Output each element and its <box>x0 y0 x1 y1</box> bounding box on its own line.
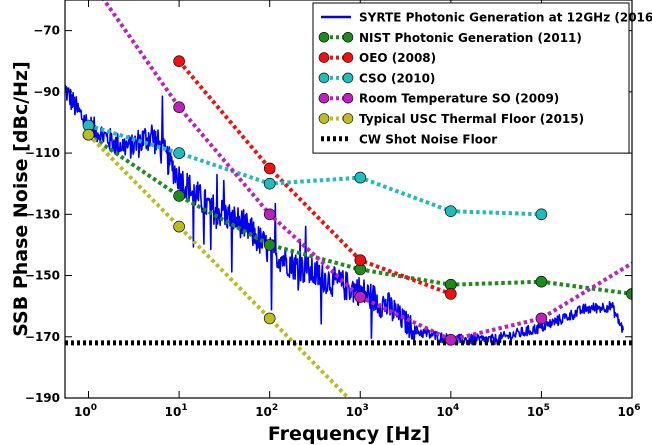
series-line-syrte-photonic-generation-at-12ghz-2016 <box>65 84 624 346</box>
legend-item-cso-2010: CSO (2010) <box>318 71 435 85</box>
legend-marker <box>342 31 354 43</box>
x-tick-exponent: 5 <box>544 403 550 413</box>
x-tick-base: 10 <box>165 405 182 419</box>
legend-item-typical-usc-thermal-floor-2015: Typical USC Thermal Floor (2015) <box>318 112 584 126</box>
data-point-nist-photonic-generation-2011 <box>626 288 632 300</box>
legend-label: Room Temperature SO (2009) <box>359 92 559 106</box>
legend-label: NIST Photonic Generation (2011) <box>359 31 582 45</box>
marker-layer <box>82 55 632 346</box>
data-point-nist-photonic-generation-2011 <box>535 275 548 288</box>
legend-marker <box>318 113 330 124</box>
data-point-cso-2010 <box>354 171 367 184</box>
legend-label: CSO (2010) <box>359 71 435 85</box>
legend: SYRTE Photonic Generation at 12GHz (2016… <box>312 2 652 154</box>
data-point-cso-2010 <box>535 208 548 221</box>
x-tick-label: 100 <box>74 403 97 419</box>
data-point-typical-usc-thermal-floor-2015 <box>82 128 95 141</box>
data-point-typical-usc-thermal-floor-2015 <box>263 312 276 325</box>
legend-marker <box>342 52 354 63</box>
y-tick-label: −90 <box>33 85 60 99</box>
legend-marker <box>318 52 330 63</box>
y-tick-label: −110 <box>25 146 60 160</box>
legend-item-nist-photonic-generation-2011: NIST Photonic Generation (2011) <box>318 31 582 45</box>
plot-frame <box>64 0 633 399</box>
x-tick-base: 10 <box>527 405 544 419</box>
legend-marker <box>342 92 354 104</box>
legend-marker <box>318 31 330 43</box>
x-tick-label: 103 <box>346 403 369 419</box>
data-point-oeo-2008 <box>263 162 276 175</box>
data-point-cso-2010 <box>173 147 185 159</box>
x-tick-label: 102 <box>255 403 278 419</box>
x-tick-base: 10 <box>346 405 363 419</box>
y-axis-title: SSB Phase Noise [dBc/Hz] <box>10 61 32 337</box>
x-tick-exponent: 1 <box>181 403 187 413</box>
y-tick-label: −150 <box>25 269 60 283</box>
x-tick-label: 104 <box>436 403 459 419</box>
legend-marker <box>318 72 330 84</box>
y-tick-label: −190 <box>25 391 60 405</box>
legend-item-syrte-photonic-generation-at-12ghz-2016: SYRTE Photonic Generation at 12GHz (2016… <box>321 11 652 25</box>
legend-label: OEO (2008) <box>359 51 436 65</box>
legend-marker <box>342 113 354 124</box>
data-point-nist-photonic-generation-2011 <box>263 239 276 251</box>
data-point-room-temperature-so-2009 <box>354 291 367 303</box>
x-tick-base: 10 <box>255 405 272 419</box>
y-tick-label: −70 <box>33 24 60 38</box>
data-point-cso-2010 <box>263 177 276 190</box>
series-line-cso-2010 <box>87 123 542 217</box>
series-line-oeo-2008 <box>177 59 452 296</box>
y-tick-label: −130 <box>25 207 60 221</box>
x-tick-base: 10 <box>618 405 635 419</box>
data-point-oeo-2008 <box>444 288 457 300</box>
legend-label: Typical USC Thermal Floor (2015) <box>359 112 584 126</box>
legend-marker <box>342 72 354 84</box>
x-tick-label: 105 <box>527 403 550 419</box>
legend-box <box>312 2 630 154</box>
x-tick-exponent: 4 <box>453 403 459 413</box>
data-point-room-temperature-so-2009 <box>535 312 548 325</box>
data-point-room-temperature-so-2009 <box>173 101 185 113</box>
x-tick-exponent: 6 <box>634 403 640 413</box>
x-tick-exponent: 3 <box>362 403 368 413</box>
legend-item-cw-shot-noise-floor: CW Shot Noise Floor <box>321 132 497 146</box>
data-point-room-temperature-so-2009 <box>263 208 276 221</box>
x-tick-exponent: 2 <box>272 403 278 413</box>
x-tick-label: 106 <box>618 403 641 419</box>
x-tick-base: 10 <box>436 405 453 419</box>
tick-layer: 100 101 102 103 104 105 106−70−90−110−130−150−… <box>25 0 641 419</box>
legend-item-oeo-2008: OEO (2008) <box>318 51 436 65</box>
y-tick-label: −170 <box>25 330 60 344</box>
legend-label: SYRTE Photonic Generation at 12GHz (2016… <box>359 11 652 25</box>
legend-item-room-temperature-so-2009: Room Temperature SO (2009) <box>318 92 559 106</box>
data-point-oeo-2008 <box>354 254 367 267</box>
data-point-nist-photonic-generation-2011 <box>173 190 185 202</box>
data-point-oeo-2008 <box>173 55 185 68</box>
legend-marker <box>318 92 330 104</box>
x-axis-title: Frequency [Hz] <box>268 423 430 445</box>
data-point-room-temperature-so-2009 <box>444 333 457 346</box>
x-tick-base: 10 <box>74 405 91 419</box>
legend-label: CW Shot Noise Floor <box>359 132 497 146</box>
data-point-typical-usc-thermal-floor-2015 <box>173 220 185 233</box>
data-point-cso-2010 <box>444 205 457 217</box>
x-tick-exponent: 0 <box>91 403 97 413</box>
x-tick-label: 101 <box>165 403 188 419</box>
